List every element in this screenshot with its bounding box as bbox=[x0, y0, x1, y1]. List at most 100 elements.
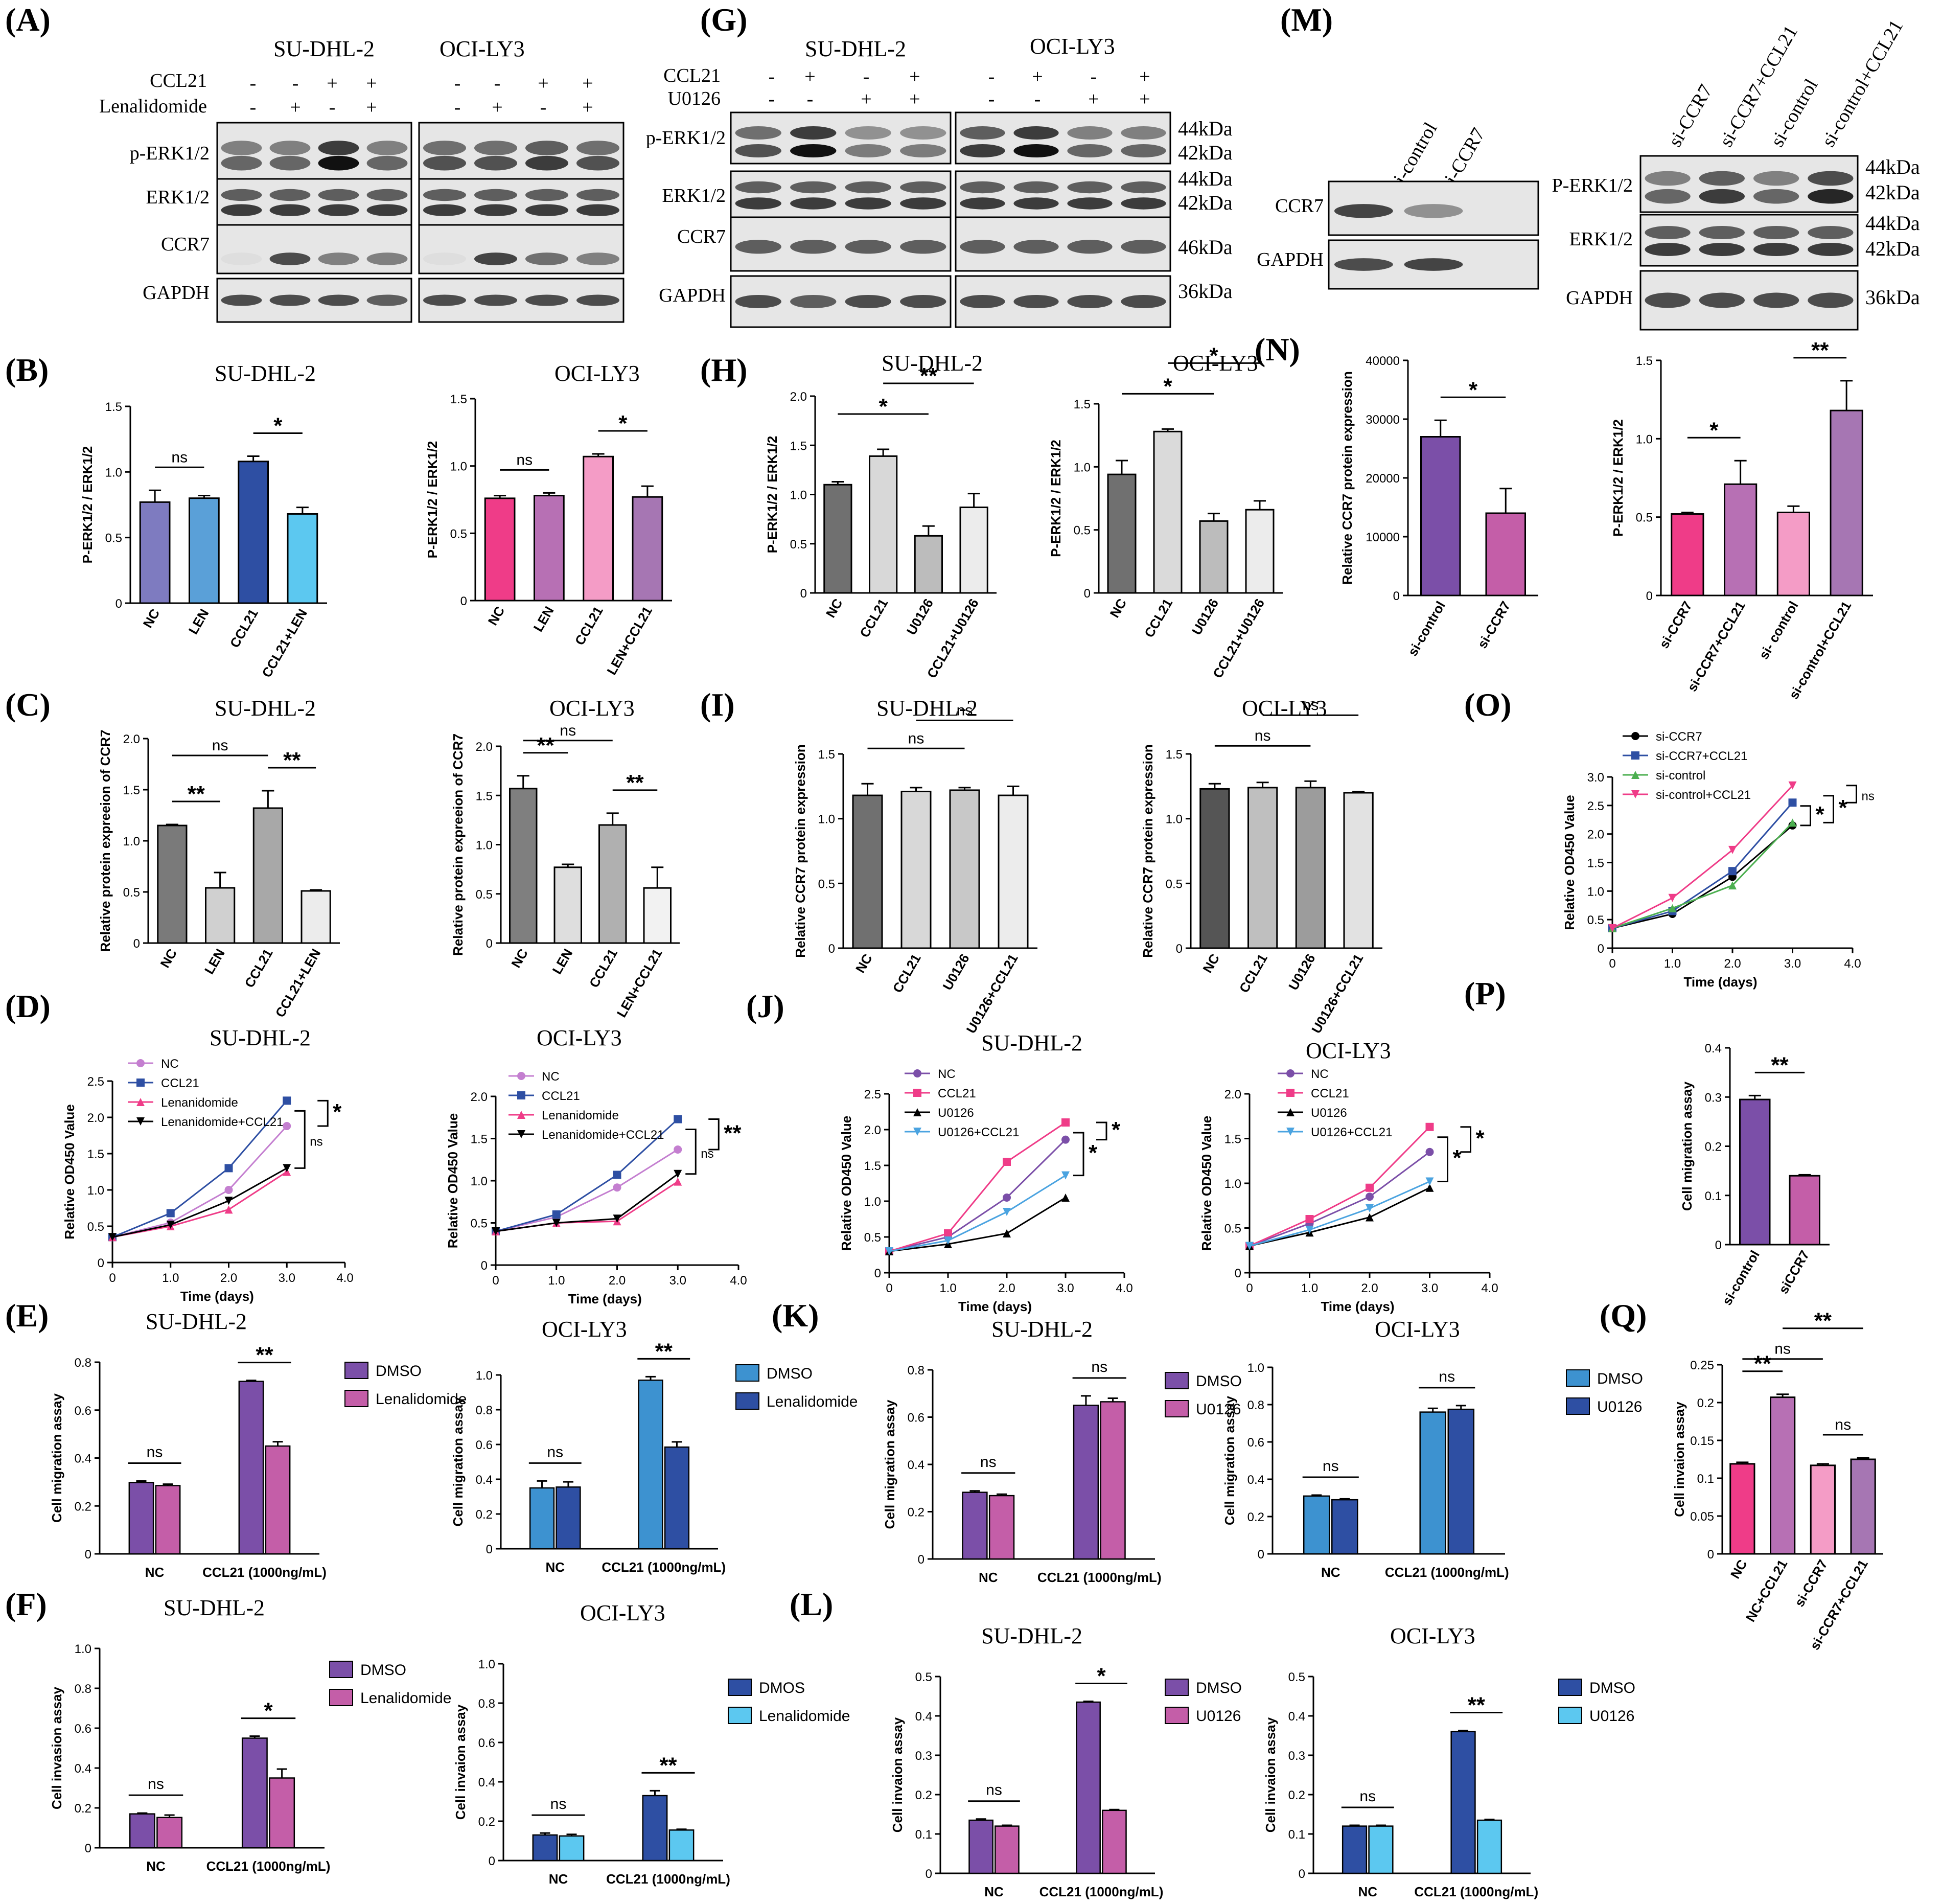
blot-g-signs-sign: - bbox=[1034, 88, 1041, 110]
blot-g-erk-r-band bbox=[1067, 181, 1113, 194]
blot-a-signs-sign: - bbox=[494, 73, 501, 94]
blot-a-erk-r-band bbox=[525, 204, 568, 216]
chart-h1-y-axis-label: P-ERK1/2 / ERK1/2 bbox=[765, 436, 780, 554]
blot-g-row-3: CCR7 bbox=[677, 226, 726, 247]
chart-n1-y-tick-label: 40000 bbox=[1366, 354, 1400, 368]
chart-i1-bar bbox=[852, 794, 883, 949]
chart-p1-x-label: si-control bbox=[1719, 1248, 1763, 1308]
blot-a-signs-sign: + bbox=[582, 73, 593, 94]
chart-b1-y-tick-label: 0 bbox=[115, 597, 122, 611]
blot-g-gapdh-r-band bbox=[960, 295, 1005, 308]
blot-m-right-row-2: ERK1/2 bbox=[1569, 228, 1633, 250]
chart-o1-y-tick-label: 0 bbox=[1598, 942, 1604, 956]
panel-label-d: (D) bbox=[5, 988, 51, 1024]
chart-d1-point bbox=[166, 1209, 175, 1218]
chart-c1-title: SU-DHL-2 bbox=[215, 696, 316, 721]
blot-a-ccr7-r-band bbox=[423, 253, 466, 265]
chart-j2-x-tick-label: 4.0 bbox=[1481, 1281, 1498, 1295]
chart-o1-x-tick-label: 1.0 bbox=[1664, 957, 1681, 971]
blot-m-perk-band bbox=[1753, 189, 1799, 204]
chart-e2-y-axis-label: Cell migration assay bbox=[450, 1397, 466, 1526]
blot-a-erk-l-band bbox=[221, 189, 262, 201]
chart-d2-point bbox=[613, 1171, 621, 1179]
blot-a-image bbox=[216, 122, 625, 323]
chart-k1-y-tick-label: 0.8 bbox=[908, 1364, 924, 1378]
chart-f2-sig-label: ** bbox=[659, 1753, 677, 1778]
chart-e1-legend-label: Lenalidomide bbox=[376, 1391, 467, 1408]
chart-c1-bar bbox=[252, 807, 283, 944]
chart-e2-sig-label: ns bbox=[547, 1443, 563, 1460]
blot-a-ccr7-l-band bbox=[221, 253, 262, 265]
chart-n2-y-tick-label: 1.5 bbox=[1636, 354, 1653, 368]
chart-o1-point bbox=[1728, 845, 1737, 854]
blot-g-gapdh-l-band bbox=[735, 295, 781, 308]
chart-h2-y-tick-label: 1.0 bbox=[1074, 461, 1091, 474]
blot-a-perk-l-band bbox=[269, 141, 311, 155]
chart-i1-sig-label: ns bbox=[957, 702, 973, 719]
chart-k2-legend-swatch bbox=[1566, 1369, 1590, 1387]
chart-k2-title: OCI-LY3 bbox=[1375, 1317, 1460, 1342]
chart-d1-y-tick-label: 0.5 bbox=[87, 1220, 104, 1234]
chart-k1-y-axis-label: Cell migration assay bbox=[882, 1400, 897, 1529]
chart-n2-bar bbox=[1724, 483, 1758, 597]
blot-m-left-row-2: GAPDH bbox=[1257, 249, 1324, 270]
chart-b1-x-label: LEN bbox=[186, 606, 212, 637]
chart-d1-series-line bbox=[112, 1167, 287, 1238]
chart-j1-series-line bbox=[889, 1121, 1066, 1252]
chart-i2-bar bbox=[1295, 787, 1326, 949]
chart-o1-legend-label: si-CCR7+CCL21 bbox=[1656, 749, 1747, 763]
chart-j2-x-tick-label: 3.0 bbox=[1421, 1281, 1438, 1295]
blot-a-row-2: ERK1/2 bbox=[146, 187, 210, 208]
blot-g-ccr7-r-band bbox=[1121, 240, 1166, 254]
chart-d1-series-line bbox=[112, 1171, 288, 1238]
chart-e1-bar bbox=[238, 1381, 264, 1555]
chart-j2-legend-label: NC bbox=[1311, 1067, 1329, 1081]
blot-g-row-4: GAPDH bbox=[659, 285, 726, 306]
chart-b1-y-tick-label: 1.5 bbox=[105, 400, 122, 414]
blot-m-perk-band bbox=[1645, 189, 1691, 204]
chart-j1-point bbox=[1003, 1194, 1011, 1202]
blot-a-perk-r-band bbox=[576, 141, 619, 155]
blot-a-ccr7-l-band bbox=[269, 253, 311, 265]
blot-a-signs-sign: - bbox=[454, 97, 461, 118]
blot-g-signs-sign: - bbox=[863, 66, 870, 87]
blot-a-erk-r-band bbox=[576, 204, 619, 216]
blot-g-treatment-2: U0126 bbox=[668, 88, 721, 109]
chart-j2-series-line bbox=[1249, 1181, 1430, 1247]
chart-c2-y-tick-label: 0.5 bbox=[476, 888, 493, 902]
blot-a-perk-l-band bbox=[221, 141, 262, 155]
chart-j2-point bbox=[1366, 1213, 1374, 1222]
chart-j2-x-tick-label: 2.0 bbox=[1361, 1281, 1378, 1295]
chart-n1-y-axis-label: Relative CCR7 protein expression bbox=[1339, 371, 1355, 585]
chart-o1-legend-marker bbox=[1631, 732, 1639, 740]
chart-o1-series-line bbox=[1612, 824, 1793, 929]
chart-q1-sig-label: ** bbox=[1754, 1351, 1772, 1377]
chart-i2-x-label: NC bbox=[1199, 951, 1222, 976]
chart-q1-sig-label: ns bbox=[1774, 1341, 1791, 1358]
blot-m-ccr7-band bbox=[1334, 204, 1393, 218]
chart-d2-legend-label: Lenanidomide+CCL21 bbox=[542, 1128, 664, 1142]
chart-n1-x-label: si-control bbox=[1405, 599, 1448, 659]
blot-g-erk-r-band bbox=[960, 181, 1005, 194]
chart-o1-legend-label: si-control+CCL21 bbox=[1656, 788, 1751, 802]
chart-i1-y-tick-label: 1.0 bbox=[818, 813, 835, 827]
chart-d1-series-line bbox=[112, 1126, 288, 1238]
chart-h1-bar bbox=[914, 535, 943, 594]
chart-f2-y-tick-label: 0.2 bbox=[478, 1815, 495, 1829]
chart-f2-bar bbox=[532, 1834, 558, 1862]
chart-p1-bar bbox=[1739, 1098, 1771, 1246]
chart-i2-x-label: U0126 bbox=[1285, 951, 1318, 993]
chart-l2-title: OCI-LY3 bbox=[1390, 1623, 1475, 1648]
chart-c1-y-tick-label: 2.0 bbox=[123, 732, 140, 746]
chart-d1-legend-label: NC bbox=[161, 1057, 179, 1071]
chart-i2: OCI-LY3 0 0.5 1.0 1.5 Relative CCR7 protein e… bbox=[1140, 696, 1382, 1036]
chart-d2-point bbox=[492, 1227, 500, 1235]
blot-g-perk-l-band bbox=[735, 144, 781, 157]
blot-m-right-row-3: GAPDH bbox=[1566, 287, 1633, 309]
chart-f1-legend-swatch bbox=[329, 1689, 353, 1706]
panel-label-i: (I) bbox=[700, 686, 735, 723]
blot-a-signs-sign: + bbox=[366, 73, 377, 94]
chart-c1-x-label: LEN bbox=[201, 946, 228, 977]
blot-a-gapdh-r-band bbox=[474, 294, 517, 306]
chart-q1-sig-label: ** bbox=[1814, 1309, 1832, 1334]
